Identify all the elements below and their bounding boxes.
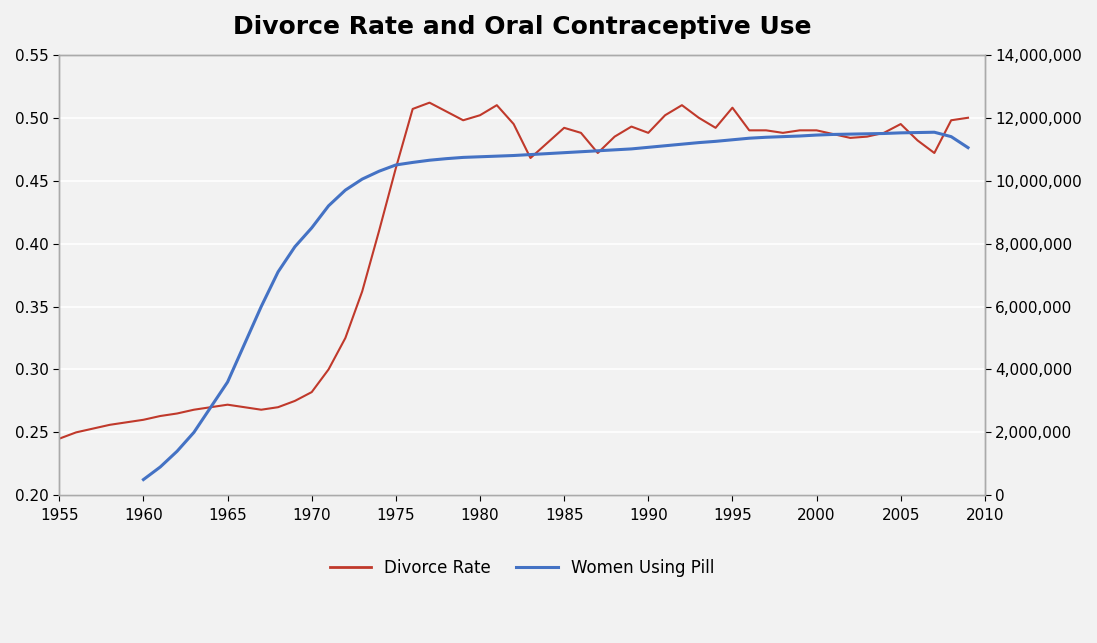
- Women Using Pill: [204, 403, 217, 411]
- Women Using Pill: [289, 243, 302, 251]
- Women Using Pill: [154, 463, 167, 471]
- Women Using Pill: [793, 132, 806, 140]
- Women Using Pill: [188, 428, 201, 436]
- Women Using Pill: [945, 132, 958, 140]
- Divorce Rate: [423, 99, 437, 107]
- Women Using Pill: [440, 155, 453, 163]
- Women Using Pill: [373, 167, 386, 175]
- Women Using Pill: [220, 378, 234, 386]
- Women Using Pill: [406, 159, 419, 167]
- Women Using Pill: [844, 131, 857, 138]
- Women Using Pill: [625, 145, 638, 153]
- Line: Divorce Rate: Divorce Rate: [59, 103, 968, 439]
- Women Using Pill: [759, 133, 772, 141]
- Women Using Pill: [575, 148, 588, 156]
- Women Using Pill: [238, 340, 251, 348]
- Women Using Pill: [642, 143, 655, 151]
- Women Using Pill: [743, 134, 756, 142]
- Divorce Rate: [878, 129, 891, 137]
- Women Using Pill: [810, 131, 823, 139]
- Women Using Pill: [961, 144, 974, 152]
- Women Using Pill: [389, 161, 403, 169]
- Women Using Pill: [321, 202, 335, 210]
- Divorce Rate: [53, 435, 66, 442]
- Women Using Pill: [591, 147, 604, 155]
- Divorce Rate: [945, 116, 958, 124]
- Divorce Rate: [961, 114, 974, 122]
- Women Using Pill: [928, 129, 941, 136]
- Legend: Divorce Rate, Women Using Pill: Divorce Rate, Women Using Pill: [323, 552, 722, 583]
- Women Using Pill: [709, 138, 722, 145]
- Divorce Rate: [154, 412, 167, 420]
- Divorce Rate: [389, 164, 403, 172]
- Women Using Pill: [355, 176, 369, 183]
- Divorce Rate: [220, 401, 234, 408]
- Women Using Pill: [911, 129, 924, 136]
- Women Using Pill: [726, 136, 739, 143]
- Line: Women Using Pill: Women Using Pill: [144, 132, 968, 480]
- Divorce Rate: [271, 403, 284, 411]
- Women Using Pill: [305, 224, 318, 231]
- Women Using Pill: [170, 448, 183, 455]
- Women Using Pill: [878, 130, 891, 138]
- Women Using Pill: [827, 131, 840, 138]
- Title: Divorce Rate and Oral Contraceptive Use: Divorce Rate and Oral Contraceptive Use: [233, 15, 812, 39]
- Women Using Pill: [490, 152, 504, 160]
- Women Using Pill: [271, 268, 284, 276]
- Women Using Pill: [894, 129, 907, 137]
- Women Using Pill: [692, 139, 705, 147]
- Women Using Pill: [423, 156, 437, 164]
- Women Using Pill: [557, 149, 570, 156]
- Women Using Pill: [777, 132, 790, 140]
- Women Using Pill: [608, 146, 621, 154]
- Women Using Pill: [474, 153, 487, 161]
- Women Using Pill: [860, 130, 873, 138]
- Women Using Pill: [658, 142, 671, 150]
- Women Using Pill: [255, 303, 268, 311]
- Women Using Pill: [524, 150, 538, 158]
- Women Using Pill: [507, 152, 520, 159]
- Women Using Pill: [676, 140, 689, 148]
- Women Using Pill: [541, 150, 554, 158]
- Women Using Pill: [137, 476, 150, 484]
- Women Using Pill: [339, 186, 352, 194]
- Women Using Pill: [456, 154, 470, 161]
